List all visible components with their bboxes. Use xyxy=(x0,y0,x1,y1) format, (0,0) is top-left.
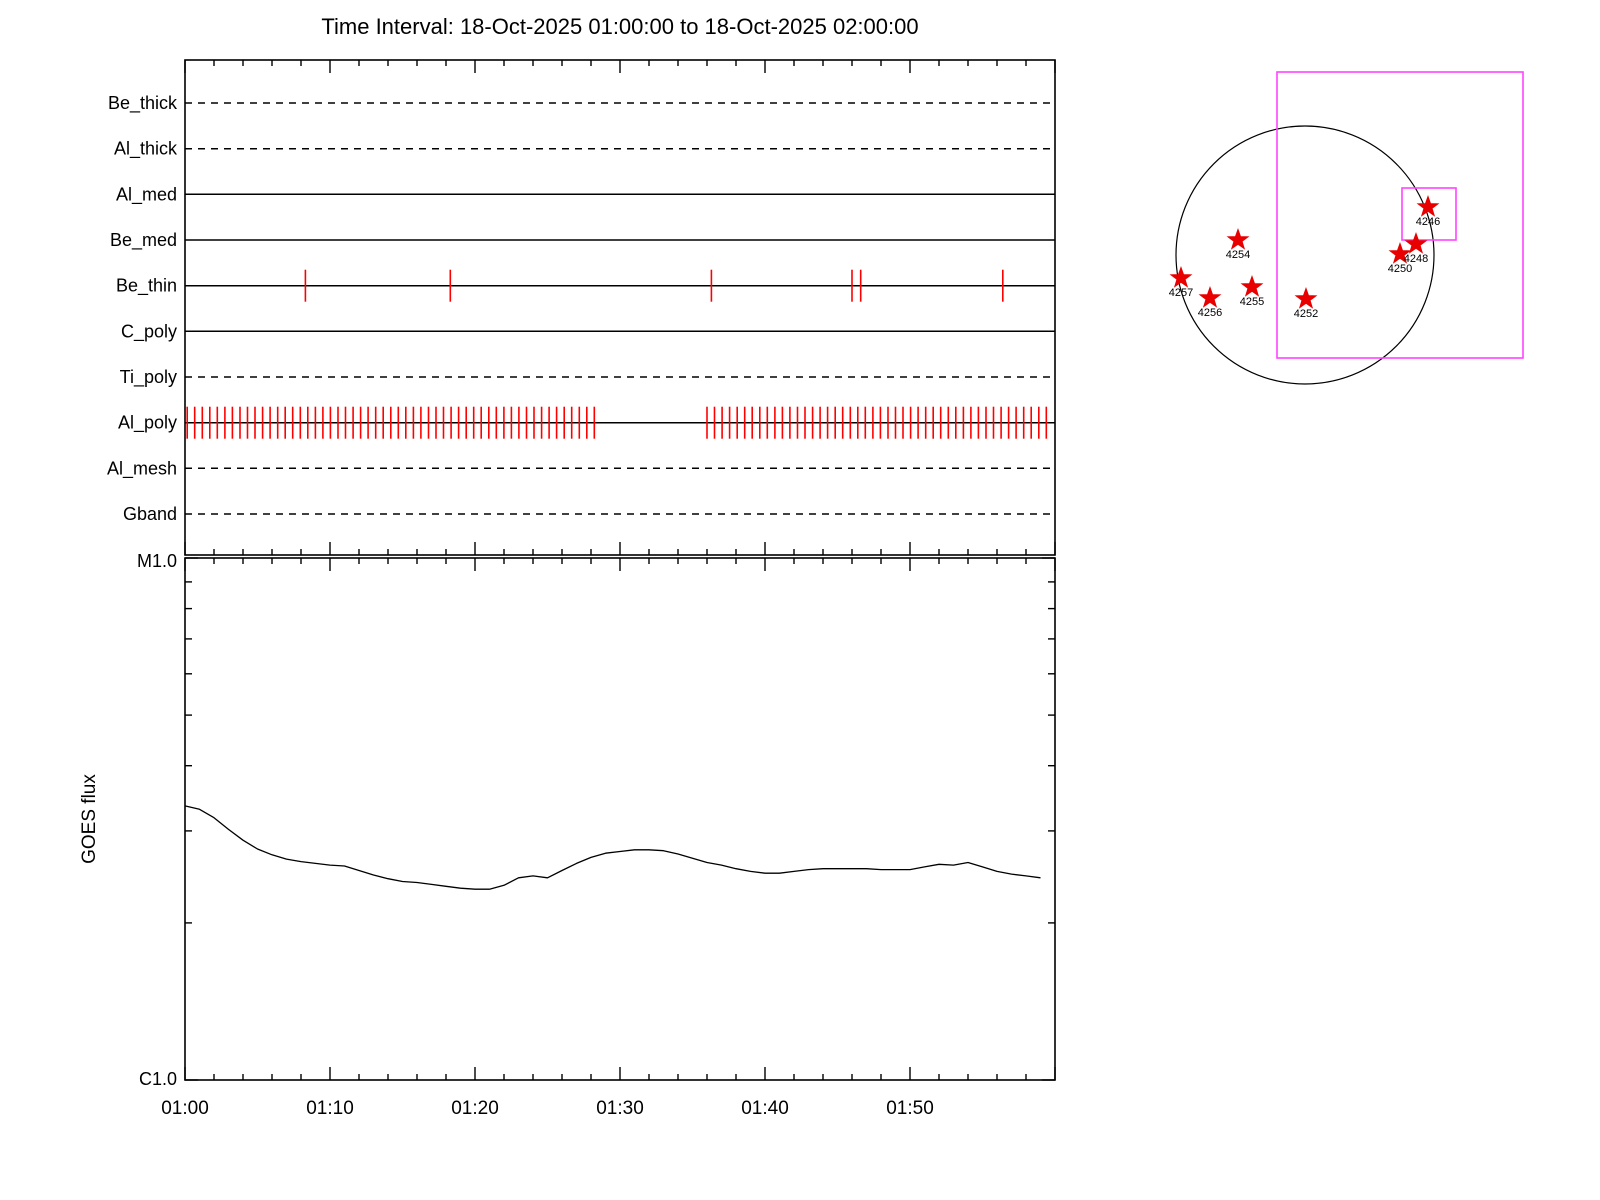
active-region-star xyxy=(1226,227,1250,250)
active-region-star xyxy=(1240,274,1264,297)
fov-rectangle xyxy=(1276,71,1524,359)
active-region-star xyxy=(1294,286,1318,309)
active-region-label: 4250 xyxy=(1388,263,1412,275)
active-region-star xyxy=(1404,231,1428,254)
x-axis-tick-label: 01:40 xyxy=(741,1098,789,1119)
goes-flux-panel: M1.0 C1.0 01:00 01:10 01:20 01:30 01:40 01:50 GO… xyxy=(79,551,1056,1119)
filter-row-label: Be_thick xyxy=(108,93,178,114)
x-axis-tick-label: 01:30 xyxy=(596,1098,644,1119)
active-region-label: 4246 xyxy=(1416,216,1440,228)
filter-row-label: Gband xyxy=(123,504,177,524)
x-axis-tick-label: 01:00 xyxy=(161,1098,209,1119)
x-axis-tick-label: 01:10 xyxy=(306,1098,354,1119)
active-region-star xyxy=(1169,265,1193,288)
target-rectangle xyxy=(1401,187,1457,241)
active-region-star xyxy=(1388,241,1412,264)
x-axis-tick-label: 01:50 xyxy=(886,1098,934,1119)
active-region-label: 4254 xyxy=(1226,249,1250,261)
y-axis-top-label: M1.0 xyxy=(137,551,177,571)
active-region-label: 4256 xyxy=(1198,307,1222,319)
active-region-star xyxy=(1198,285,1222,308)
active-region-star xyxy=(1416,194,1440,217)
filter-row-label: Al_thick xyxy=(114,139,178,160)
goes-flux-curve xyxy=(184,805,1041,890)
active-region-label: 4252 xyxy=(1294,308,1318,320)
filter-row-label: Be_thin xyxy=(116,276,177,297)
active-region-label: 4248 xyxy=(1404,253,1428,265)
active-region-label: 4255 xyxy=(1240,296,1264,308)
filter-row-label: Al_poly xyxy=(118,413,177,434)
y-axis-title: GOES flux xyxy=(79,774,100,864)
filter-row-label: Be_med xyxy=(110,230,177,251)
x-axis-tick-label: 01:20 xyxy=(451,1098,499,1119)
filter-timeline-panel: Be_thick Al_thick Al_med Be_med Be_thin C_pol… xyxy=(107,59,1056,556)
filter-row-label: Al_med xyxy=(116,184,177,205)
y-axis-bottom-label: C1.0 xyxy=(139,1069,177,1089)
solar-limb-circle xyxy=(1175,125,1435,385)
filter-row-label: C_poly xyxy=(121,321,177,342)
active-region-label: 4257 xyxy=(1169,287,1193,299)
filter-row-label: Al_mesh xyxy=(107,458,177,479)
plot-title: Time Interval: 18-Oct-2025 01:00:00 to 1… xyxy=(321,14,919,39)
filter-row-label: Ti_poly xyxy=(120,367,177,388)
